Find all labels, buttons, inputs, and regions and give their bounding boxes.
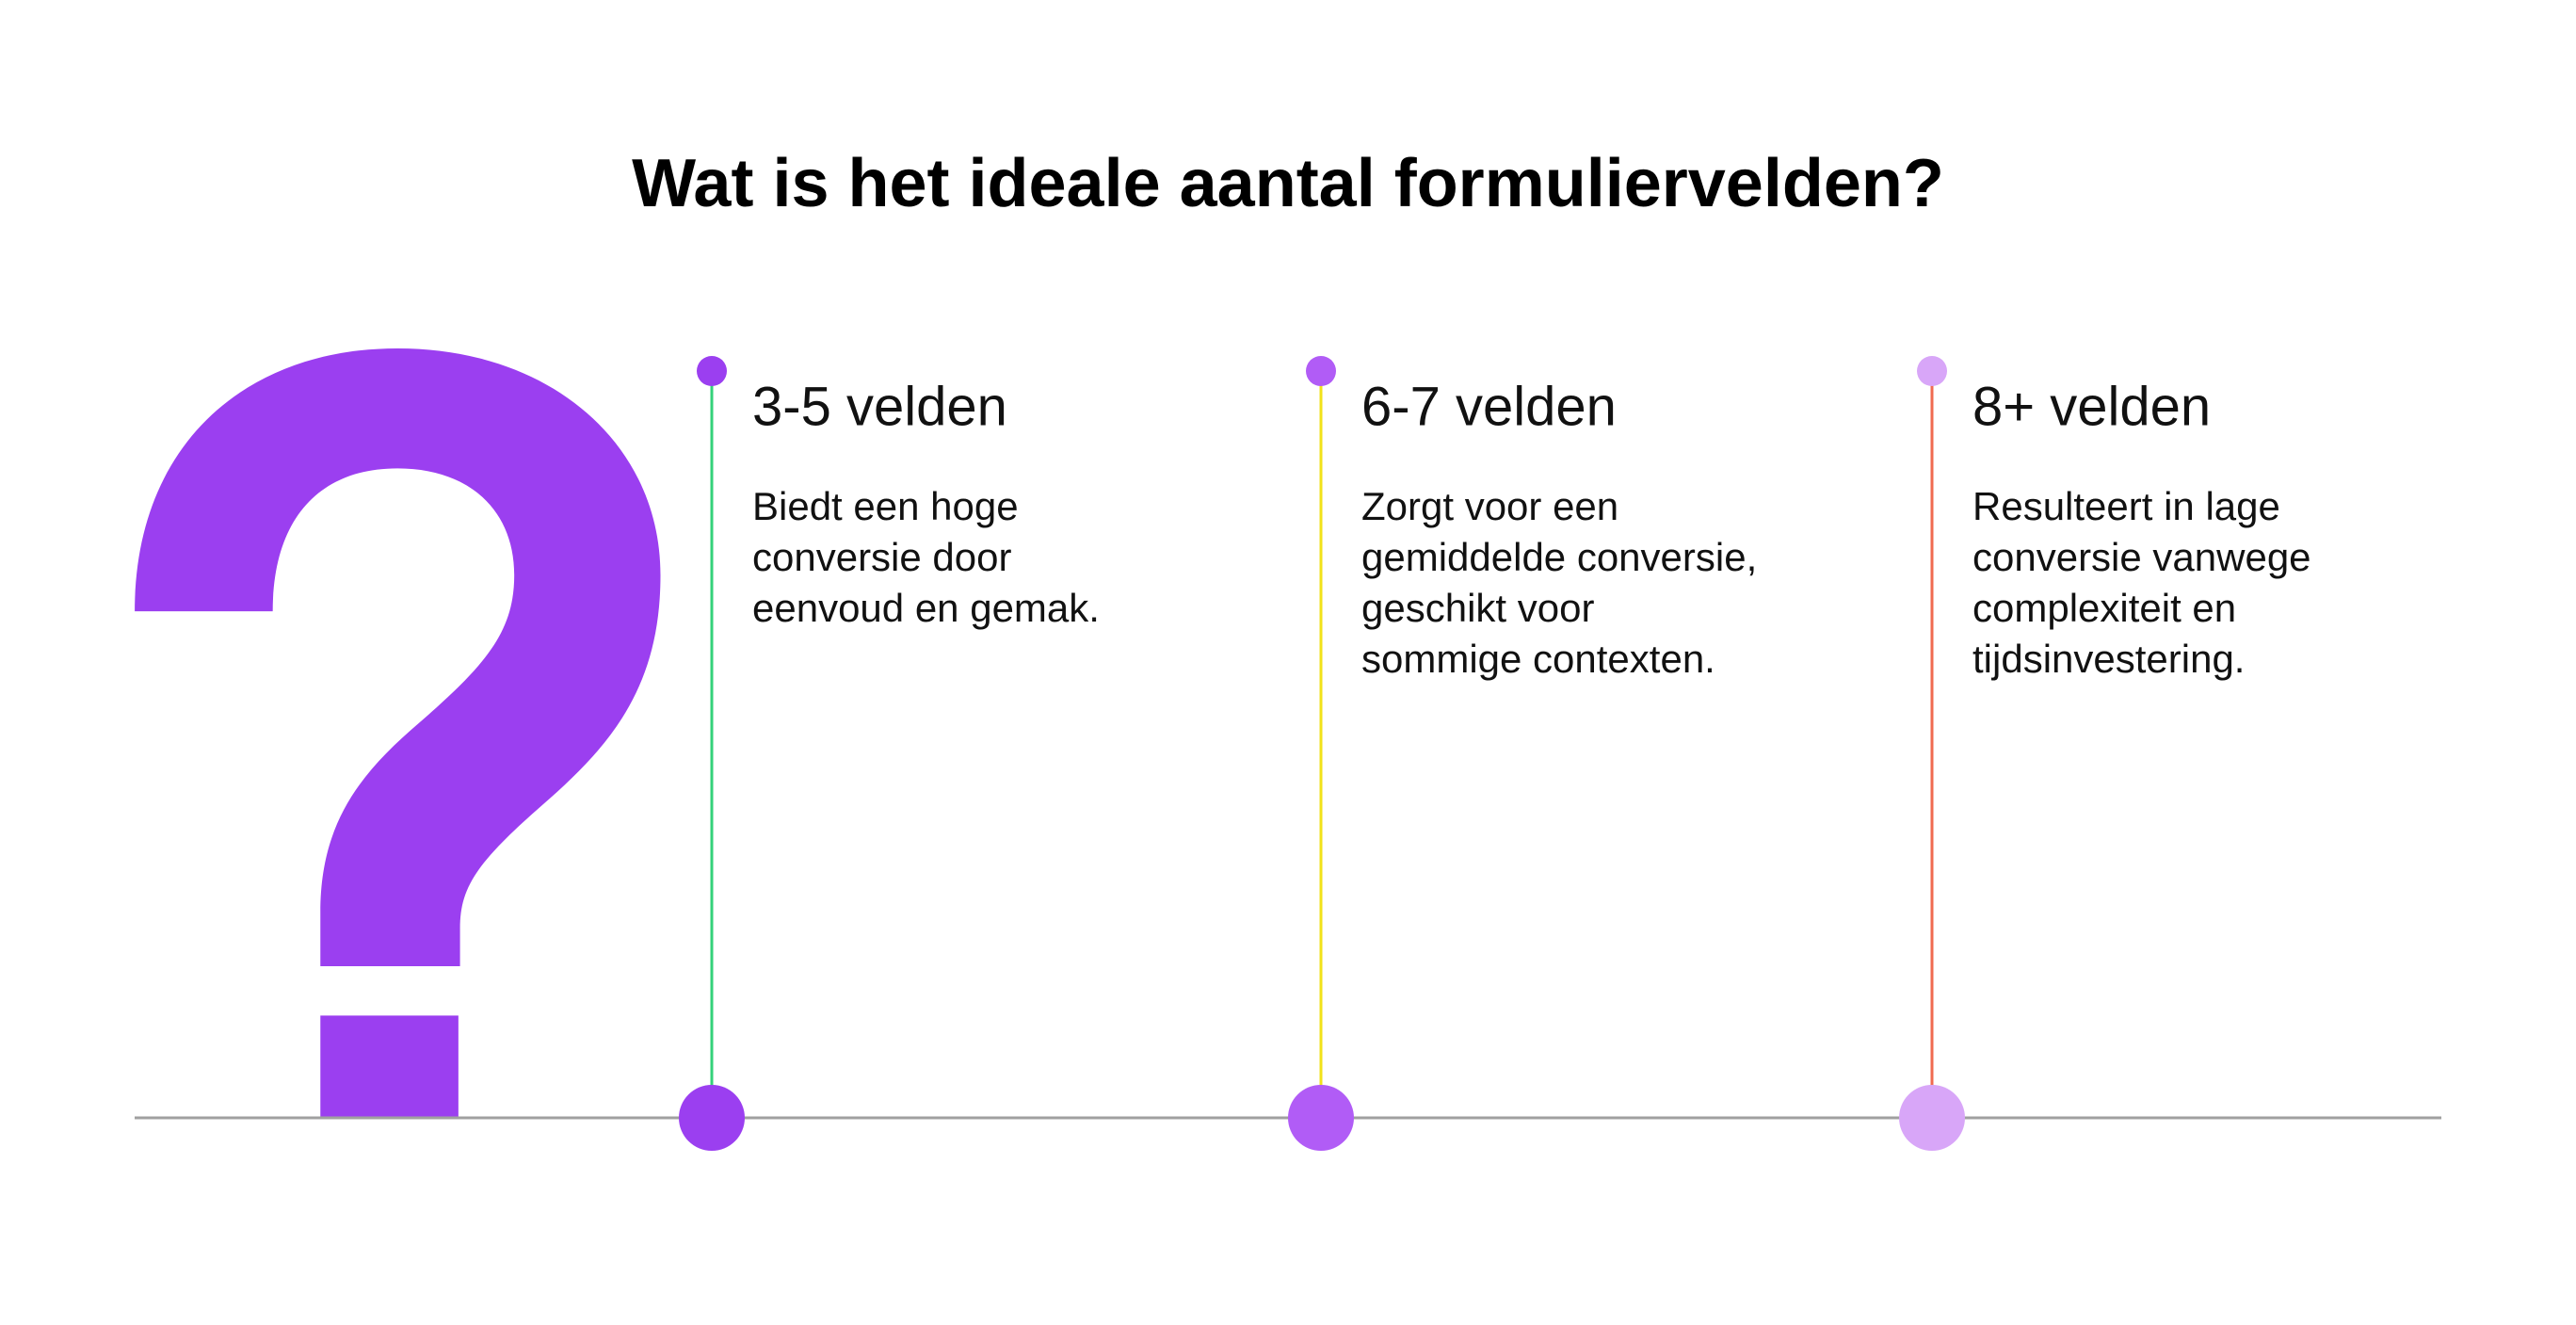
top-dot (697, 356, 727, 386)
column-body-line: geschikt voor (1361, 586, 1594, 630)
column-heading: 3-5 velden (752, 376, 1007, 437)
timeline-dot (1288, 1085, 1354, 1151)
top-dot (1306, 356, 1336, 386)
column-heading: 6-7 velden (1361, 376, 1617, 437)
question-hook (135, 347, 661, 967)
column-body-line: gemiddelde conversie, (1361, 535, 1757, 579)
column-body-line: conversie vanwege (1972, 535, 2311, 579)
title: Wat is het ideale aantal formuliervelden… (632, 146, 1944, 221)
column-body-line: eenvoud en gemak. (752, 586, 1100, 630)
question-dot (320, 1015, 459, 1118)
top-dot (1917, 356, 1947, 386)
column-heading: 8+ velden (1972, 376, 2211, 437)
question-mark (135, 347, 661, 1118)
column-body-line: conversie door (752, 535, 1011, 579)
column-body-line: Biedt een hoge (752, 484, 1019, 528)
timeline-dot (1899, 1085, 1965, 1151)
column-body-line: Resulteert in lage (1972, 484, 2280, 528)
column-body-line: sommige contexten. (1361, 637, 1715, 681)
column-body-line: complexiteit en (1972, 586, 2236, 630)
column-body-line: Zorgt voor een (1361, 484, 1618, 528)
timeline-dot (679, 1085, 745, 1151)
column-body-line: tijdsinvestering. (1972, 637, 2245, 681)
